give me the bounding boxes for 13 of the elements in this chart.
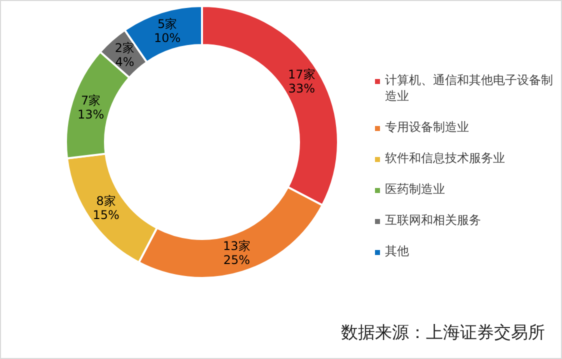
data-label: 2家 4% xyxy=(114,40,135,69)
legend-label: 其他 xyxy=(385,244,409,258)
legend-label: 软件和信息技术服务业 xyxy=(385,151,505,165)
legend-label: 专用设备制造业 xyxy=(385,120,469,134)
legend-label: 计算机、通信和其他电子设备制造业 xyxy=(385,73,553,103)
data-label: 17家 33% xyxy=(288,68,316,96)
data-label: 13家 25% xyxy=(223,239,250,268)
data-label: 8家 15% xyxy=(92,194,120,222)
legend-label: 医药制造业 xyxy=(385,182,445,196)
legend-label: 互联网和相关服务 xyxy=(385,213,481,227)
data-label: 5家 10% xyxy=(154,16,181,45)
source-note: 数据来源：上海证券交易所 xyxy=(341,323,545,343)
data-label: 7家 13% xyxy=(77,93,104,122)
